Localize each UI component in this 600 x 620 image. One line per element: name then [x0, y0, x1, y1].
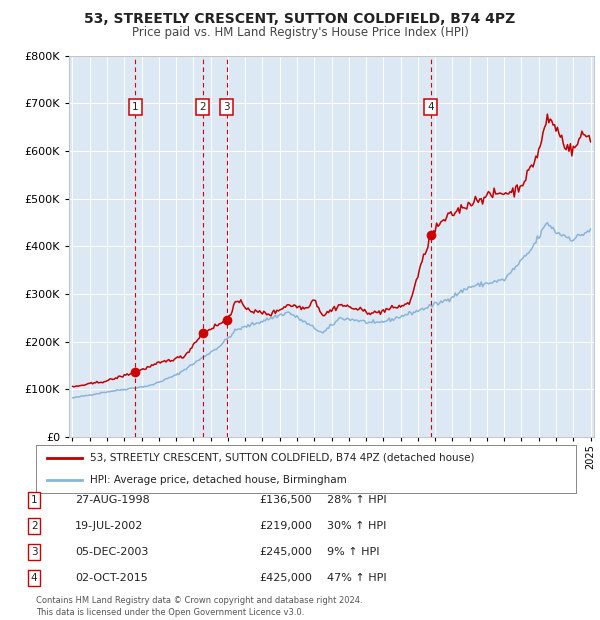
Text: 27-AUG-1998: 27-AUG-1998: [75, 495, 150, 505]
Text: 30% ↑ HPI: 30% ↑ HPI: [327, 521, 386, 531]
Text: 4: 4: [427, 102, 434, 112]
Text: 2: 2: [199, 102, 206, 112]
Text: Price paid vs. HM Land Registry's House Price Index (HPI): Price paid vs. HM Land Registry's House …: [131, 26, 469, 39]
Text: 53, STREETLY CRESCENT, SUTTON COLDFIELD, B74 4PZ (detached house): 53, STREETLY CRESCENT, SUTTON COLDFIELD,…: [90, 453, 475, 463]
Text: Contains HM Land Registry data © Crown copyright and database right 2024.
This d: Contains HM Land Registry data © Crown c…: [36, 596, 362, 617]
Text: 53, STREETLY CRESCENT, SUTTON COLDFIELD, B74 4PZ: 53, STREETLY CRESCENT, SUTTON COLDFIELD,…: [85, 12, 515, 27]
Text: 2: 2: [31, 521, 38, 531]
Text: £219,000: £219,000: [259, 521, 312, 531]
Text: £136,500: £136,500: [259, 495, 312, 505]
Text: 1: 1: [132, 102, 139, 112]
Text: 4: 4: [31, 573, 38, 583]
Text: 19-JUL-2002: 19-JUL-2002: [75, 521, 143, 531]
Text: £245,000: £245,000: [259, 547, 312, 557]
Text: 1: 1: [31, 495, 38, 505]
Text: 05-DEC-2003: 05-DEC-2003: [75, 547, 148, 557]
Text: 3: 3: [31, 547, 38, 557]
Text: 3: 3: [223, 102, 230, 112]
Text: 02-OCT-2015: 02-OCT-2015: [75, 573, 148, 583]
Text: £425,000: £425,000: [259, 573, 312, 583]
Text: 9% ↑ HPI: 9% ↑ HPI: [327, 547, 380, 557]
Text: 28% ↑ HPI: 28% ↑ HPI: [327, 495, 386, 505]
Text: HPI: Average price, detached house, Birmingham: HPI: Average price, detached house, Birm…: [90, 475, 347, 485]
Text: 47% ↑ HPI: 47% ↑ HPI: [327, 573, 386, 583]
